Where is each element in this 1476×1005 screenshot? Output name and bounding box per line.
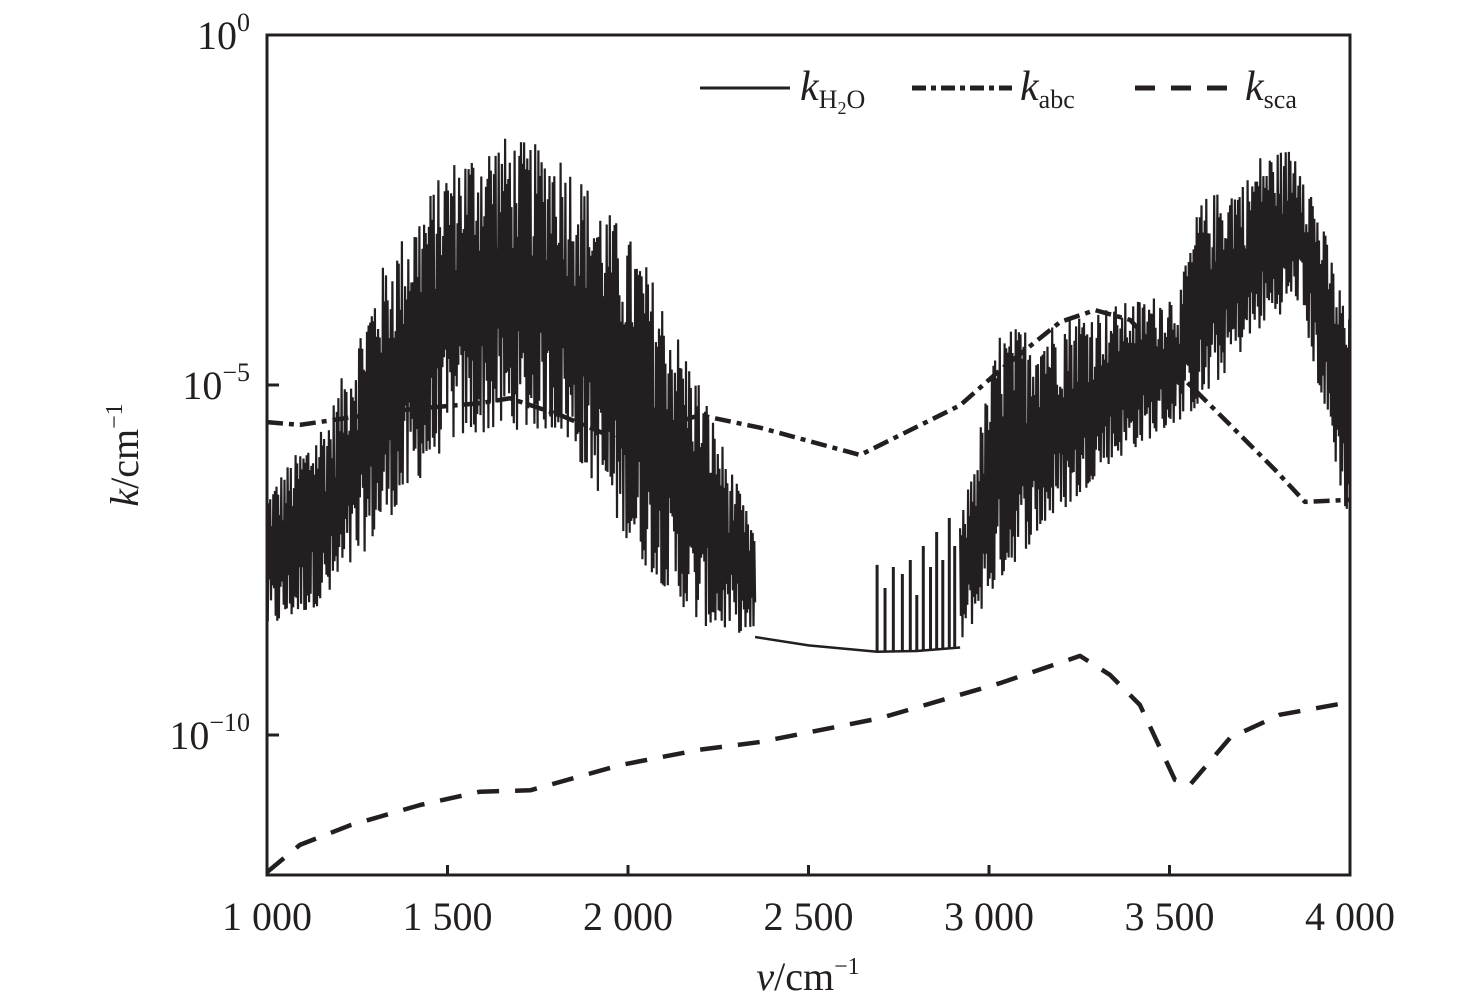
x-tick-label: 1 000 (222, 894, 312, 939)
x-tick-label: 2 500 (764, 894, 854, 939)
ticks-layer: 1 000 1 500 2 000 2 500 3 000 3 500 4 000 100 10… (169, 8, 1395, 939)
x-tick-label: 3 500 (1125, 894, 1215, 939)
y-axis-label: k/cm−1 (102, 403, 147, 506)
y-tick-label: 10−10 (169, 708, 250, 758)
y-tick-label: 10−5 (182, 358, 250, 408)
y-tick-label: 100 (197, 8, 250, 58)
legend-label-sca: ksca (1245, 64, 1297, 114)
x-tick-label: 3 000 (944, 894, 1034, 939)
series-layer (265, 138, 1352, 874)
x-axis-label: v/cm−1 (756, 954, 859, 999)
legend-label-h2o: kH2O (800, 64, 865, 118)
series-line-k-h2o (265, 138, 1352, 638)
series-line-k-abc (266, 307, 1351, 505)
plot-frame (265, 33, 1352, 877)
x-tick-label: 1 500 (403, 894, 493, 939)
legend-label-abc: kabc (1020, 64, 1075, 114)
x-tick-label: 4 000 (1305, 894, 1395, 939)
x-tick-label: 2 000 (583, 894, 673, 939)
series-line-k-sca (265, 653, 1351, 874)
legend: kH2O kabc ksca (700, 64, 1297, 118)
